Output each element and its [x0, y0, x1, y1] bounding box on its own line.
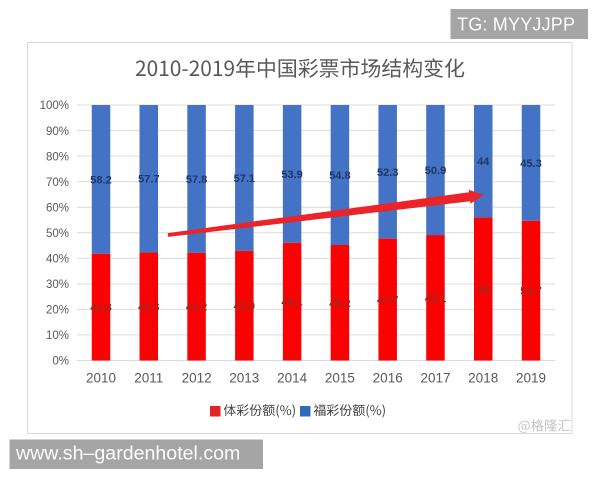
svg-text:TG: MYYJJPP: TG: MYYJJPP — [457, 15, 575, 35]
svg-text:42.9: 42.9 — [234, 301, 255, 313]
svg-text:44: 44 — [477, 156, 490, 168]
svg-text:47.7: 47.7 — [377, 295, 398, 307]
svg-text:54.8: 54.8 — [329, 170, 350, 182]
svg-text:52.3: 52.3 — [377, 167, 398, 179]
svg-text:56: 56 — [477, 284, 489, 296]
svg-text:2016: 2016 — [373, 371, 403, 386]
svg-text:57.7: 57.7 — [138, 174, 159, 186]
svg-text:45.2: 45.2 — [329, 298, 350, 310]
svg-text:2011: 2011 — [134, 371, 163, 386]
svg-text:57.8: 57.8 — [186, 174, 207, 186]
svg-text:0%: 0% — [52, 356, 69, 368]
svg-text:54.7: 54.7 — [520, 286, 541, 298]
svg-text:42.3: 42.3 — [138, 302, 159, 314]
svg-text:2018: 2018 — [468, 371, 498, 386]
svg-text:70%: 70% — [46, 177, 69, 189]
svg-text:42.2: 42.2 — [186, 302, 207, 314]
svg-text:2013: 2013 — [229, 371, 259, 386]
svg-text:10%: 10% — [46, 330, 69, 342]
svg-text:80%: 80% — [46, 151, 69, 163]
svg-text:2010: 2010 — [86, 371, 116, 386]
svg-text:2014: 2014 — [277, 371, 308, 386]
svg-text:53.9: 53.9 — [281, 169, 302, 181]
svg-text:20%: 20% — [46, 305, 69, 317]
svg-text:45.3: 45.3 — [520, 158, 541, 170]
svg-text:50.9: 50.9 — [425, 165, 446, 177]
svg-text:57.1: 57.1 — [234, 173, 255, 185]
svg-text:2019: 2019 — [516, 371, 546, 386]
svg-text:46.1: 46.1 — [281, 297, 302, 309]
svg-text:www.sh–gardenhotel.com: www.sh–gardenhotel.com — [15, 443, 240, 465]
svg-text:50%: 50% — [46, 228, 69, 240]
svg-text:100%: 100% — [40, 100, 69, 112]
svg-text:60%: 60% — [46, 202, 69, 214]
svg-text:30%: 30% — [46, 279, 69, 291]
svg-text:2017: 2017 — [420, 371, 450, 386]
svg-text:2012: 2012 — [182, 371, 212, 386]
svg-text:2015: 2015 — [325, 371, 355, 386]
svg-text:49.1: 49.1 — [425, 293, 446, 305]
svg-text:58.2: 58.2 — [90, 174, 111, 186]
svg-text:41.8: 41.8 — [90, 302, 111, 314]
svg-text:40%: 40% — [46, 254, 69, 266]
svg-text:90%: 90% — [46, 126, 69, 138]
